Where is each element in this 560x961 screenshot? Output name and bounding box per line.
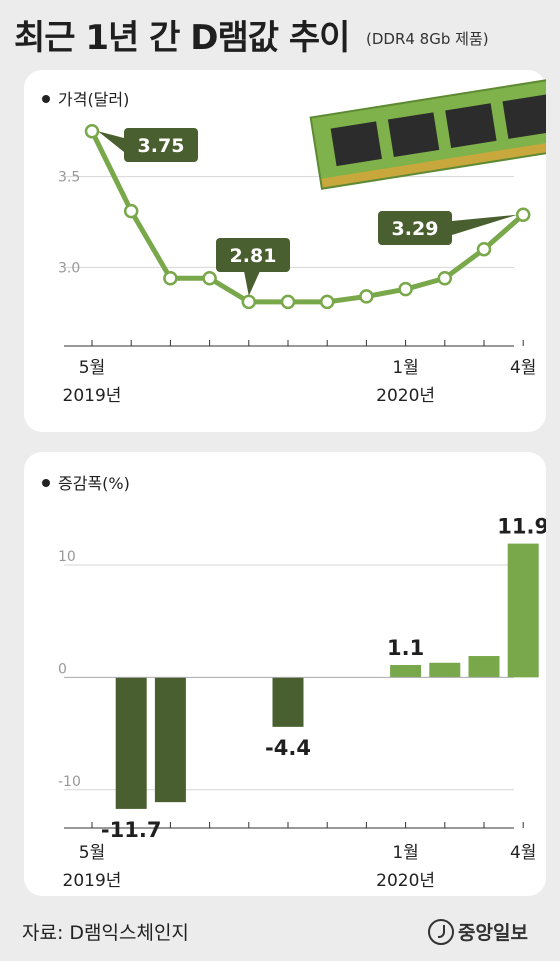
change-bar (115, 677, 147, 809)
callout-pointer (452, 214, 518, 235)
price-callout-box (124, 128, 198, 162)
publisher-logo-icon (428, 918, 454, 945)
price-point (476, 241, 492, 257)
change-bar-label: -4.4 (265, 736, 311, 760)
change-bar (468, 656, 500, 678)
ram-chip (502, 94, 546, 139)
ram-chip (387, 112, 440, 158)
x-tick-label-month: 1월 (392, 843, 418, 863)
ram-chip (330, 121, 383, 167)
price-panel: 가격(달러) 3.0 3.5 5월 2019년 1월 2020년 4월 3.75 2.81 3.2… (24, 70, 546, 432)
price-point (241, 294, 257, 310)
change-bar (390, 665, 422, 678)
ram-outline (309, 77, 546, 190)
price-callout-label: 2.81 (230, 245, 277, 267)
change-bar (429, 662, 461, 678)
chart-title: 최근 1년 간 D램값 추이 (14, 18, 350, 58)
price-point (437, 271, 453, 286)
price-callout-box (216, 238, 290, 272)
x-tick-label-month: 4월 (510, 843, 536, 863)
x-tick-label-year: 2020년 (376, 871, 435, 891)
x-tick-label-month: 5월 (79, 843, 105, 863)
price-point (359, 289, 374, 304)
y-tick-label: 10 (58, 549, 76, 565)
y-tick-label: 0 (58, 661, 67, 677)
publisher-logo-text: 중앙일보 (458, 922, 528, 944)
bullet-icon (42, 478, 50, 487)
publisher-logo: 중앙일보 (428, 918, 528, 945)
y-tick-label: -10 (58, 774, 81, 790)
chart-subtitle: (DDR4 8Gb 제품) (366, 30, 489, 48)
x-tick-label-year: 2020년 (376, 386, 435, 406)
source-note: 자료: D램익스체인지 (22, 922, 189, 944)
ram-contacts (320, 139, 546, 189)
x-tick-label-year: 2019년 (63, 871, 122, 891)
price-line-chart: 3.0 3.5 5월 2019년 1월 2020년 4월 3.75 2.81 3.29 (58, 77, 546, 406)
ram-module-illustration (309, 77, 546, 190)
ram-chip (445, 103, 497, 148)
price-point (163, 271, 178, 286)
change-series-label-text: 증감폭(%) (58, 474, 130, 493)
x-tick-label-month: 1월 (392, 358, 418, 378)
price-callout-label: 3.29 (392, 218, 439, 240)
price-point (84, 123, 100, 139)
price-point (515, 207, 531, 222)
change-bar-label: -11.7 (101, 818, 162, 842)
price-point (280, 294, 296, 310)
x-tick-label-month: 4월 (510, 358, 536, 378)
price-callout-label: 3.75 (138, 135, 185, 157)
change-bar (154, 677, 186, 803)
price-callout-box (378, 211, 452, 245)
price-line (89, 130, 525, 305)
price-point (398, 281, 413, 297)
change-bar-label: 1.1 (387, 636, 424, 660)
change-series-label: 증감폭(%) (42, 470, 130, 494)
callout-pointer (98, 131, 124, 152)
y-tick-label: 3.5 (58, 170, 80, 186)
x-tick-label-month: 5월 (79, 358, 105, 378)
price-series-label: 가격(달러) (42, 86, 129, 110)
price-point (202, 271, 217, 286)
change-panel: 증감폭(%) 10 0 -10 5월 2019년 1월 2020년 4월 -11.7 -4.4 1.… (24, 452, 546, 896)
change-bar (272, 677, 304, 727)
change-bar-label: 11.9 (497, 515, 546, 539)
callout-pointer (244, 271, 260, 296)
change-bar (507, 543, 539, 678)
x-tick-label-year: 2019년 (63, 386, 122, 406)
price-point (123, 203, 139, 219)
bullet-icon (42, 94, 50, 103)
price-point (319, 294, 335, 310)
change-bar-chart: 10 0 -10 5월 2019년 1월 2020년 4월 -11.7 -4.4 1.1 11.9 (58, 515, 546, 891)
y-tick-label: 3.0 (58, 260, 80, 276)
price-series-label-text: 가격(달러) (58, 90, 130, 109)
